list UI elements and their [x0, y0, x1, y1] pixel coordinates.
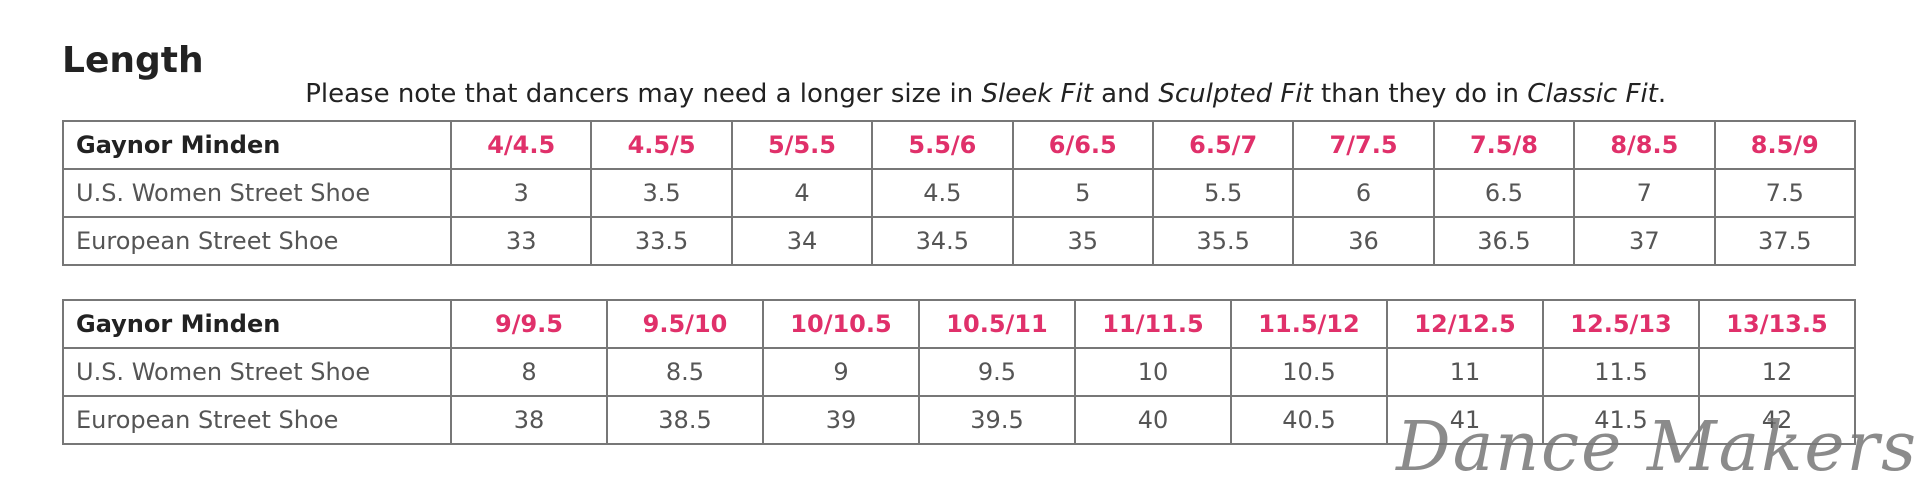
row-label: Gaynor Minden	[62, 120, 452, 170]
cell: 3	[449, 168, 593, 218]
note: Please note that dancers may need a long…	[256, 49, 1667, 139]
cell: 8	[450, 347, 608, 397]
cell: 7.5/8	[1432, 120, 1576, 170]
row-label: Gaynor Minden	[62, 299, 452, 349]
cell: 6.5/7	[1151, 120, 1295, 170]
cell: 37	[1573, 216, 1716, 266]
cell: 42	[1698, 395, 1856, 445]
cell: 40.5	[1230, 395, 1388, 445]
note-text: Sleek Fit	[981, 79, 1093, 109]
cell: 35	[1011, 216, 1154, 266]
cell: 10	[1074, 347, 1232, 397]
note-text: Please note that dancers may need a long…	[305, 79, 982, 109]
cell: 8.5/9	[1713, 120, 1857, 170]
row-label: U.S. Women Street Shoe	[62, 347, 452, 397]
cell: 10/10.5	[762, 299, 920, 349]
title: Length	[62, 40, 204, 81]
cell: 7.5	[1713, 168, 1857, 218]
note-text: than they do in	[1312, 79, 1528, 109]
table-row: U.S. Women Street Shoe 3 3.5 4 4.5 5 5.5 6 6.5 7 7…	[62, 168, 1857, 218]
cell: 5/5.5	[730, 120, 874, 170]
cell: 9/9.5	[450, 299, 608, 349]
cell: 37.5	[1713, 216, 1857, 266]
cell: 3.5	[590, 168, 733, 218]
heading: Length Please note that dancers may need…	[62, 40, 1666, 139]
cell: 6/6.5	[1011, 120, 1154, 170]
table-row: European Street Shoe 33 33.5 34 34.5 35 35.5 36…	[62, 216, 1857, 266]
cell: 34.5	[871, 216, 1014, 266]
table-row: Gaynor Minden 4/4.5 4.5/5 5/5.5 5.5/6 6/6.5 6.…	[62, 120, 1857, 170]
cell: 10.5	[1230, 347, 1388, 397]
cell: 9.5/10	[606, 299, 764, 349]
cell: 5	[1011, 168, 1154, 218]
cell: 11/11.5	[1074, 299, 1232, 349]
cell: 33	[449, 216, 593, 266]
cell: 4	[730, 168, 874, 218]
cell: 5.5	[1151, 168, 1295, 218]
cell: 9.5	[918, 347, 1076, 397]
cell: 6.5	[1432, 168, 1576, 218]
cell: 7	[1573, 168, 1716, 218]
cell: 11.5/12	[1230, 299, 1388, 349]
cell: 11	[1386, 347, 1544, 397]
cell: 11.5	[1542, 347, 1700, 397]
cell: 39.5	[918, 395, 1076, 445]
watermark: Dance Makers	[1396, 408, 1918, 487]
cell: 9	[762, 347, 920, 397]
size-table: Gaynor Minden 9/9.5 9.5/10 10/10.5 10.5/11 11…	[62, 299, 1856, 445]
table-row: Gaynor Minden 9/9.5 9.5/10 10/10.5 10.5/11 11…	[62, 299, 1856, 349]
cell: 4.5/5	[590, 120, 733, 170]
cell: 41.5	[1542, 395, 1700, 445]
cell: 10.5/11	[918, 299, 1076, 349]
cell: 6	[1292, 168, 1435, 218]
cell: 12/12.5	[1386, 299, 1544, 349]
cell: 4.5	[871, 168, 1014, 218]
cell: 7/7.5	[1292, 120, 1435, 170]
table-row: U.S. Women Street Shoe 8 8.5 9 9.5 10 10.5 11 11…	[62, 347, 1856, 397]
cell: 38	[450, 395, 608, 445]
cell: 13/13.5	[1698, 299, 1856, 349]
cell: 12	[1698, 347, 1856, 397]
cell: 35.5	[1151, 216, 1295, 266]
cell: 38.5	[606, 395, 764, 445]
note-text: Classic Fit	[1527, 79, 1658, 109]
cell: 12.5/13	[1542, 299, 1700, 349]
cell: 36.5	[1432, 216, 1576, 266]
cell: 5.5/6	[871, 120, 1014, 170]
row-label: European Street Shoe	[62, 216, 452, 266]
cell: 8.5	[606, 347, 764, 397]
note-text: .	[1657, 79, 1667, 109]
cell: 8/8.5	[1573, 120, 1716, 170]
note-text: and	[1092, 79, 1159, 109]
cell: 39	[762, 395, 920, 445]
cell: 34	[730, 216, 874, 266]
cell: 4/4.5	[449, 120, 593, 170]
cell: 40	[1074, 395, 1232, 445]
cell: 33.5	[590, 216, 733, 266]
cell: 36	[1292, 216, 1435, 266]
cell: 41	[1386, 395, 1544, 445]
table-row: European Street Shoe 38 38.5 39 39.5 40 40.5 41…	[62, 395, 1856, 445]
size-table: Gaynor Minden 4/4.5 4.5/5 5/5.5 5.5/6 6/6.5 6.…	[62, 120, 1857, 266]
row-label: European Street Shoe	[62, 395, 452, 445]
note-text: Sculpted Fit	[1158, 79, 1313, 109]
row-label: U.S. Women Street Shoe	[62, 168, 452, 218]
